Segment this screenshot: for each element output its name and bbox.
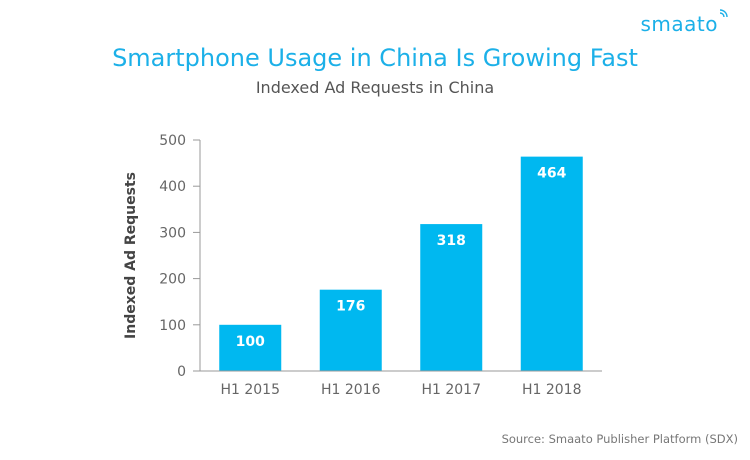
chart-title: Smartphone Usage in China Is Growing Fas… <box>112 44 638 72</box>
x-tick-label: H1 2016 <box>321 382 381 398</box>
x-axis: H1 2015 H1 2016 H1 2017 H1 2018 <box>200 370 602 398</box>
brand-logo: smaato <box>640 9 729 36</box>
y-tick-label: 100 <box>159 318 186 334</box>
bar <box>420 224 483 371</box>
bar-value-label: 318 <box>437 233 466 249</box>
bar-value-label: 176 <box>336 299 365 315</box>
y-tick-label: 400 <box>159 179 186 195</box>
x-tick-label: H1 2015 <box>220 382 280 398</box>
y-axis: 0 100 200 300 400 500 <box>159 133 201 380</box>
bar-value-label: 100 <box>236 334 265 350</box>
bars: 100 176 318 464 <box>219 156 583 371</box>
signal-waves-icon <box>719 9 728 18</box>
bar <box>219 324 282 371</box>
y-tick-label: 0 <box>177 364 186 380</box>
bar <box>520 156 583 371</box>
x-tick-label: H1 2017 <box>421 382 481 398</box>
y-tick-label: 300 <box>159 225 186 241</box>
bar <box>319 289 382 371</box>
bar-value-label: 464 <box>537 166 566 182</box>
y-tick-label: 500 <box>159 133 186 149</box>
source-note: Source: Smaato Publisher Platform (SDX) <box>501 432 738 446</box>
y-tick-label: 200 <box>159 272 186 288</box>
chart-subtitle: Indexed Ad Requests in China <box>255 78 495 97</box>
y-axis-title: Indexed Ad Requests <box>123 172 139 339</box>
x-tick-label: H1 2018 <box>522 382 582 398</box>
brand-logo-text: smaato <box>640 12 718 36</box>
